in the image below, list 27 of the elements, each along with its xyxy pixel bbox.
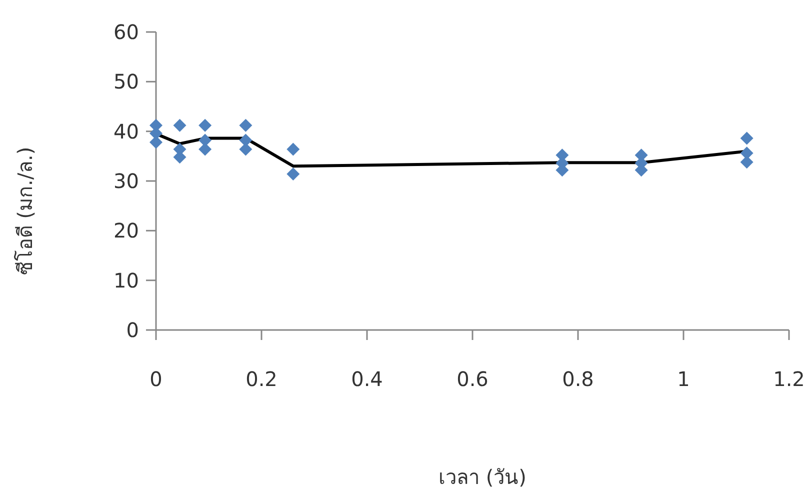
x-axis-title: เวลา (วัน) [438,465,526,489]
y-tick-label: 20 [114,218,139,243]
point [150,136,162,149]
point [198,118,212,132]
point [286,142,300,156]
x-tick-label: 0.4 [351,367,383,391]
y-tick-label: 30 [114,169,139,193]
y-tick-label: 10 [114,268,139,292]
point [286,168,300,181]
x-tick-label: 0 [150,367,162,391]
point [740,132,754,145]
point [198,142,212,156]
x-tick-label: 0.2 [246,367,278,391]
y-axis-title: ซีโอดี (มก./ล.) [13,146,37,276]
point [173,118,186,132]
y-tick-label: 0 [126,318,139,342]
point [740,156,754,169]
point [740,146,754,160]
y-tick-label: 60 [114,20,139,44]
x-tick-label: 1.2 [773,367,805,391]
point [239,142,252,156]
point [239,118,252,132]
x-tick-label: 0.6 [456,367,488,391]
y-tick-label: 40 [114,119,139,144]
x-tick-label: 1 [677,367,690,391]
x-tick-label: 0.8 [562,367,594,391]
y-tick-label: 50 [114,70,139,94]
